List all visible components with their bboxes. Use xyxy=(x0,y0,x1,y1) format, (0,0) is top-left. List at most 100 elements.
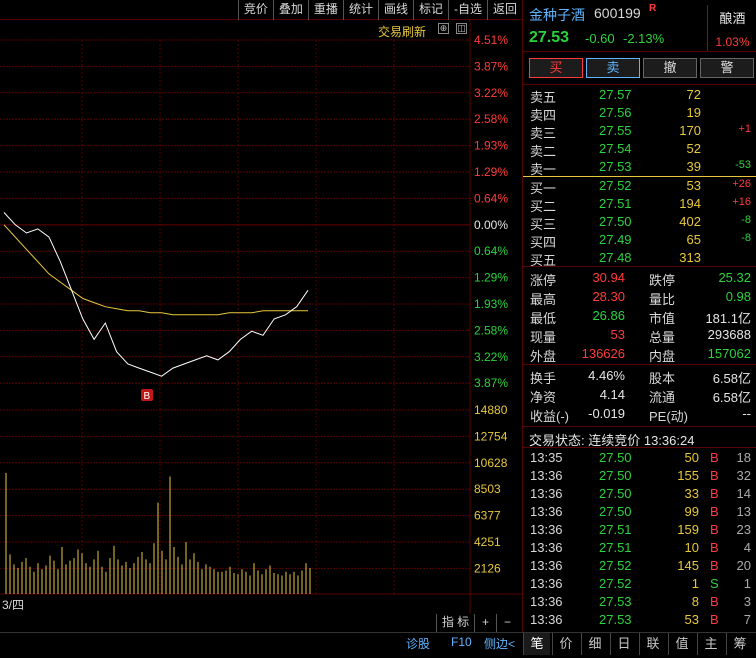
tick-row[interactable]: 13:35 27.50 50 B 18 xyxy=(523,449,756,467)
toolbar-item[interactable]: 叠加 xyxy=(272,0,308,20)
tick-row[interactable]: 13:36 27.52 145 B 20 xyxy=(523,557,756,575)
stats-label: 内盘 xyxy=(649,349,676,364)
tick-row[interactable]: 13:36 27.51 10 B 4 xyxy=(523,539,756,557)
bids-price: 27.51 xyxy=(599,196,632,211)
bids-delta: +16 xyxy=(732,196,751,208)
zoom-out-button[interactable]: − xyxy=(496,614,518,632)
bids-row[interactable]: 买一 27.52 53 +26 xyxy=(523,177,756,196)
divider xyxy=(523,84,756,85)
toolbar-item[interactable]: -自选 xyxy=(447,0,487,20)
bids-volume: 313 xyxy=(679,250,701,265)
tick-price: 27.50 xyxy=(599,504,632,519)
asks-row[interactable]: 卖三 27.55 170 +1 xyxy=(523,122,756,141)
bids-volume: 53 xyxy=(686,178,701,193)
toolbar-item[interactable]: 标记 xyxy=(412,0,448,20)
stats-label: 最高 xyxy=(530,292,557,307)
sector-name[interactable]: 酿酒 xyxy=(719,11,746,26)
stats-value: 28.30 xyxy=(592,289,625,304)
trade-buttons: 买 卖 撤 警 xyxy=(523,56,756,80)
footer-link[interactable]: F10 xyxy=(451,635,472,649)
price-line xyxy=(3,212,309,377)
footer-link[interactable]: 诊股 xyxy=(406,637,431,651)
toolbar-item[interactable]: 重播 xyxy=(307,0,343,20)
stats-row: 最高 28.30 量比 0.98 xyxy=(523,287,756,307)
toolbar-item[interactable]: 竞价 xyxy=(237,0,273,20)
tick-count: 7 xyxy=(743,612,751,627)
bids-delta: -8 xyxy=(741,214,751,226)
sector-change: 1.03% xyxy=(715,35,750,49)
collapse-icon[interactable]: ◫ xyxy=(456,23,467,34)
stats2-label: 收益(-) xyxy=(530,409,569,424)
divider xyxy=(523,447,756,448)
sector-box[interactable]: 酿酒 1.03% xyxy=(707,5,756,51)
panel-tab[interactable]: 主 xyxy=(697,633,724,655)
tick-side: B xyxy=(710,558,719,573)
stats-label: 涨停 xyxy=(530,273,557,288)
stats2-label: PE(动) xyxy=(649,409,689,424)
toolbar-item[interactable]: 返回 xyxy=(486,0,522,20)
bids-row[interactable]: 买三 27.50 402 -8 xyxy=(523,213,756,232)
tick-price: 27.51 xyxy=(599,522,632,537)
buy-button[interactable]: 买 xyxy=(529,58,583,78)
tick-side: B xyxy=(710,594,719,609)
refresh-label[interactable]: 交易刷新 xyxy=(378,25,427,39)
tick-count: 13 xyxy=(736,504,751,519)
tick-row[interactable]: 13:36 27.50 33 B 14 xyxy=(523,485,756,503)
volume-axis-label: 10628 xyxy=(474,456,508,470)
divider xyxy=(523,266,756,267)
price-axis-label: 3.22% xyxy=(474,350,508,364)
asks-row[interactable]: 卖四 27.56 19 xyxy=(523,104,756,123)
panel-tab[interactable]: 日 xyxy=(610,633,637,655)
tick-volume: 159 xyxy=(677,522,699,537)
price-alert-button[interactable]: 警 xyxy=(700,58,754,78)
bids-row[interactable]: 买二 27.51 194 +16 xyxy=(523,195,756,214)
panel-tab[interactable]: 价 xyxy=(552,633,579,655)
stats-row: 最低 26.86 市值 181.1亿 xyxy=(523,306,756,326)
tick-row[interactable]: 13:36 27.50 99 B 13 xyxy=(523,503,756,521)
volume-axis-label: 8503 xyxy=(474,482,501,496)
asks-row[interactable]: 卖五 27.57 72 xyxy=(523,86,756,105)
tick-volume: 50 xyxy=(684,450,699,465)
panel-tab[interactable]: 筹 xyxy=(726,633,753,655)
tick-price: 27.50 xyxy=(599,486,632,501)
indicator-button[interactable]: 指 标 xyxy=(436,614,474,632)
quote-panel: 金种子酒 600199 R 27.53 -0.60 -2.13% 酿酒 1.03… xyxy=(522,0,756,632)
tick-row[interactable]: 13:36 27.53 8 B 3 xyxy=(523,593,756,611)
date-label: 3/四 xyxy=(2,598,24,612)
stats2-label: 股本 xyxy=(649,371,676,386)
zoom-in-button[interactable]: + xyxy=(474,614,496,632)
asks-row[interactable]: 卖一 27.53 39 -53 xyxy=(523,158,756,177)
stats2-value: 6.58亿 xyxy=(712,371,751,386)
panel-tab[interactable]: 值 xyxy=(668,633,695,655)
tick-price: 27.52 xyxy=(599,558,632,573)
chart-canvas[interactable]: 4.51% 3.87% 3.22% 2.58% 1.93% 1.29% 0.64% 0.00%… xyxy=(0,20,522,614)
asks-label: 卖三 xyxy=(530,126,557,141)
asks-row[interactable]: 卖二 27.54 52 xyxy=(523,140,756,159)
cancel-order-button[interactable]: 撤 xyxy=(643,58,697,78)
toolbar-item[interactable]: 画线 xyxy=(377,0,413,20)
bids-row[interactable]: 买五 27.48 313 xyxy=(523,249,756,268)
panel-tab[interactable]: 联 xyxy=(639,633,666,655)
bids-volume: 194 xyxy=(679,196,701,211)
tick-side: B xyxy=(710,612,719,627)
panel-tab[interactable]: 笔 xyxy=(523,633,550,655)
indicator-bar: 指 标 + − xyxy=(0,614,522,632)
tick-row[interactable]: 13:36 27.50 155 B 32 xyxy=(523,467,756,485)
panel-tab[interactable]: 细 xyxy=(581,633,608,655)
stats-value: 53 xyxy=(610,327,625,342)
toolbar-item[interactable]: 统计 xyxy=(342,0,378,20)
stats2-value: -- xyxy=(742,406,751,421)
tick-row[interactable]: 13:36 27.51 159 B 23 xyxy=(523,521,756,539)
settings-icon[interactable]: ⊕ xyxy=(438,23,449,34)
footer-link[interactable]: 侧边< xyxy=(484,637,516,651)
sell-button[interactable]: 卖 xyxy=(586,58,640,78)
divider xyxy=(523,364,756,365)
stats-label: 跌停 xyxy=(649,273,676,288)
intraday-chart[interactable]: 4.51% 3.87% 3.22% 2.58% 1.93% 1.29% 0.64% 0.00%… xyxy=(0,20,522,614)
stock-name[interactable]: 金种子酒 xyxy=(529,7,585,23)
bids-row[interactable]: 买四 27.49 65 -8 xyxy=(523,231,756,250)
tick-row[interactable]: 13:36 27.53 53 B 7 xyxy=(523,611,756,629)
stats-value: 0.98 xyxy=(725,289,751,304)
stats-value: 293688 xyxy=(707,327,751,342)
tick-row[interactable]: 13:36 27.52 1 S 1 xyxy=(523,575,756,593)
